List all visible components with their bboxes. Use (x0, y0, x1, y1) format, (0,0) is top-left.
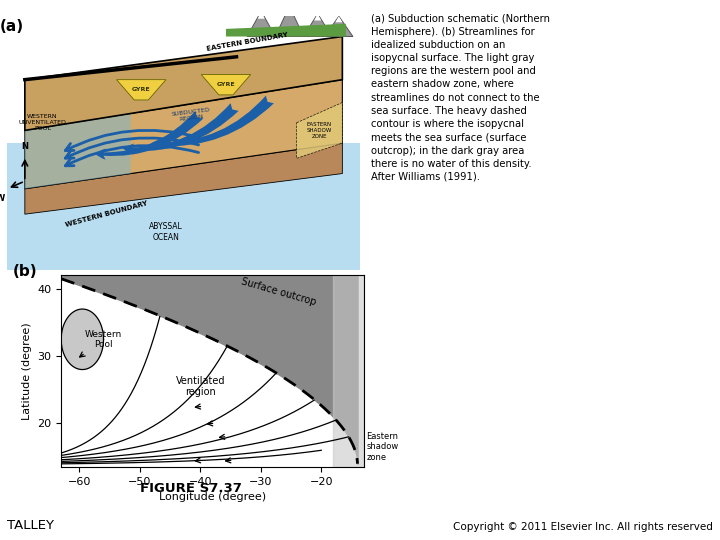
Text: (a): (a) (0, 19, 24, 33)
Text: (b): (b) (13, 264, 37, 279)
Text: Copyright © 2011 Elsevier Inc. All rights reserved: Copyright © 2011 Elsevier Inc. All right… (453, 522, 713, 532)
Text: FIGURE S7.37: FIGURE S7.37 (140, 482, 242, 495)
Text: (a) Subduction schematic (Northern
Hemisphere). (b) Streamlines for
idealized su: (a) Subduction schematic (Northern Hemis… (371, 14, 550, 182)
Text: TALLEY: TALLEY (7, 519, 54, 532)
Text: GYRE: GYRE (217, 82, 235, 87)
Text: Western
Pool: Western Pool (85, 329, 122, 349)
Polygon shape (325, 16, 353, 37)
Polygon shape (117, 80, 166, 100)
Text: Surface outcrop: Surface outcrop (240, 276, 318, 308)
Text: SUBDUCTED
REGION: SUBDUCTED REGION (171, 107, 211, 123)
Polygon shape (24, 113, 131, 189)
Text: N: N (22, 141, 28, 151)
Text: WESTERN BOUNDARY: WESTERN BOUNDARY (64, 200, 148, 228)
Text: W: W (0, 194, 5, 203)
Polygon shape (286, 6, 293, 15)
Polygon shape (314, 14, 321, 21)
Text: Eastern
shadow
zone: Eastern shadow zone (366, 432, 399, 462)
Text: EASTERN BOUNDARY: EASTERN BOUNDARY (206, 31, 288, 52)
Polygon shape (226, 24, 346, 37)
Polygon shape (336, 16, 343, 22)
Polygon shape (275, 6, 304, 37)
Text: Ventilated
region: Ventilated region (176, 376, 225, 397)
Polygon shape (24, 143, 343, 214)
Polygon shape (304, 14, 332, 37)
Text: WESTERN
UNVENTILATED
POOL: WESTERN UNVENTILATED POOL (19, 114, 66, 131)
Polygon shape (247, 11, 275, 37)
Text: GYRE: GYRE (132, 87, 150, 92)
Polygon shape (202, 75, 251, 95)
X-axis label: Longitude (degree): Longitude (degree) (159, 492, 266, 502)
Y-axis label: Latitude (degree): Latitude (degree) (22, 322, 32, 420)
Polygon shape (258, 11, 265, 19)
Polygon shape (297, 103, 343, 158)
Polygon shape (24, 80, 343, 189)
Polygon shape (61, 309, 104, 369)
Polygon shape (7, 143, 360, 270)
Text: ABYSSAL
OCEAN: ABYSSAL OCEAN (149, 222, 183, 241)
Polygon shape (24, 37, 343, 131)
Text: EASTERN
SHADOW
ZONE: EASTERN SHADOW ZONE (307, 122, 332, 139)
